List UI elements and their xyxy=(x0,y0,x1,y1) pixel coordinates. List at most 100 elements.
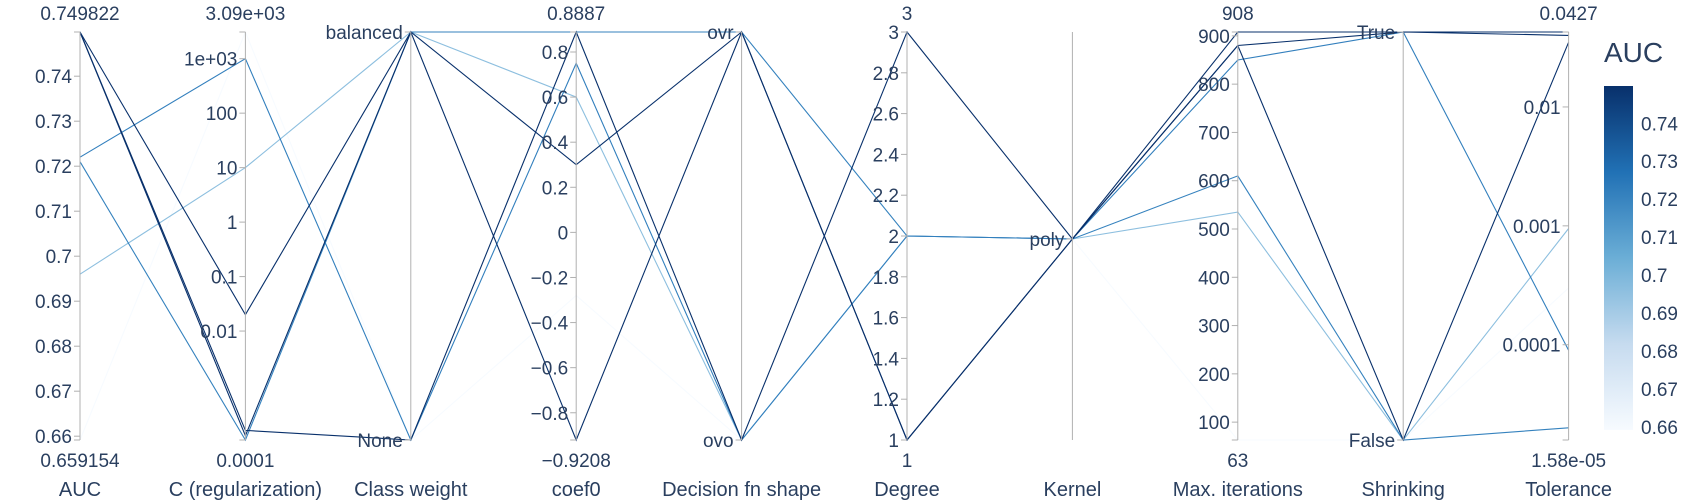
colorbar: AUC 0.74 0.73 0.72 0.71 0.7 0.69 0.68 0.67 0.66 xyxy=(1604,37,1678,439)
range-max-label: 3.09e+03 xyxy=(206,4,286,25)
tick-label: 0.69 xyxy=(35,292,72,313)
axis-class_weight: Class weight None balanced xyxy=(326,23,468,500)
range-min-label: 1 xyxy=(902,451,913,472)
colorbar-tick-label: 0.71 xyxy=(1641,228,1678,249)
tick-label: 1 xyxy=(227,213,238,234)
tick-label: 0.0001 xyxy=(1502,336,1560,357)
tick-label: 1 xyxy=(888,431,899,452)
colorbar-title: AUC xyxy=(1604,37,1663,68)
range-min-label: 63 xyxy=(1227,451,1248,472)
tick-label: 300 xyxy=(1198,317,1230,338)
tick-label: −0.4 xyxy=(531,314,569,335)
tick-label: 0.6 xyxy=(542,88,568,109)
range-max-label: 3 xyxy=(902,4,913,25)
tick-label: True xyxy=(1357,23,1395,44)
axis-title: Max. iterations xyxy=(1173,479,1303,500)
tick-label: −0.6 xyxy=(531,359,569,380)
axes: AUC 0.74 0.73 0.72 0.71 0.7 0.69 0.68 0.67 0.66 0.… xyxy=(35,4,1612,500)
axis-title: Degree xyxy=(874,479,940,500)
axis-c: C (regularization) 1e+03 100 10 1 0.1 0.01 3.09… xyxy=(169,4,322,500)
tick-label: 0.7 xyxy=(46,247,72,268)
axis-title: Shrinking xyxy=(1362,479,1445,500)
axis-coef0: coef0 0.8 0.6 0.4 0.2 0 −0.2 −0.4 −0.6 −0.8 0.8887… xyxy=(531,4,611,500)
tick-label: ovr xyxy=(707,23,734,44)
trial-line xyxy=(79,30,1570,442)
axis-title: Decision fn shape xyxy=(662,479,821,500)
axis-title: AUC xyxy=(59,479,101,500)
range-min-label: 0.659154 xyxy=(40,451,120,472)
tick-label: 10 xyxy=(216,159,237,180)
tick-label: 0.8 xyxy=(542,43,568,64)
tick-label: 1.2 xyxy=(873,390,899,411)
tick-label: 500 xyxy=(1198,220,1230,241)
axis-dfs: Decision fn shape ovo ovr xyxy=(662,23,821,500)
axis-tol: Tolerance 0.01 0.001 0.0001 0.0427 1.58e-05 xyxy=(1502,4,1611,500)
tick-label: 600 xyxy=(1198,172,1230,193)
axis-shrinking: Shrinking False True xyxy=(1349,23,1445,500)
range-min-label: 1.58e-05 xyxy=(1531,451,1606,472)
tick-label: 0.4 xyxy=(542,133,569,154)
range-min-label: 0.0001 xyxy=(216,451,274,472)
axis-title: Class weight xyxy=(354,479,468,500)
tick-label: None xyxy=(357,431,402,452)
tick-label: 1.6 xyxy=(873,309,899,330)
colorbar-tick-label: 0.72 xyxy=(1641,190,1678,211)
tick-label: 0.01 xyxy=(200,322,237,343)
tick-label: 1.8 xyxy=(873,268,899,289)
axis-max_iter: Max. iterations 900 800 700 600 500 400 300 200 1… xyxy=(1173,4,1303,500)
tick-label: −0.2 xyxy=(531,268,569,289)
range-max-label: 0.0427 xyxy=(1540,4,1598,25)
trial-line xyxy=(79,31,1570,442)
tick-label: 3 xyxy=(888,23,899,44)
tick-label: 700 xyxy=(1198,123,1230,144)
tick-label: 0.74 xyxy=(35,67,72,88)
tick-label: 0.73 xyxy=(35,112,72,133)
colorbar-tick-label: 0.74 xyxy=(1641,114,1678,135)
tick-label: 0.66 xyxy=(35,427,72,448)
tick-label: 0.001 xyxy=(1513,217,1561,238)
trial-lines xyxy=(79,30,1570,442)
tick-label: balanced xyxy=(326,23,403,44)
tick-label: 1e+03 xyxy=(184,50,237,71)
colorbar-tick-label: 0.7 xyxy=(1641,266,1667,287)
axis-title: Kernel xyxy=(1043,479,1101,500)
range-max-label: 908 xyxy=(1222,4,1254,25)
tick-label: 2 xyxy=(888,227,899,248)
tick-label: 100 xyxy=(206,104,238,125)
colorbar-tick-label: 0.73 xyxy=(1641,152,1678,173)
tick-label: 0.67 xyxy=(35,382,72,403)
trial-line xyxy=(79,31,1569,442)
tick-label: False xyxy=(1349,431,1395,452)
tick-label: 0.01 xyxy=(1524,98,1561,119)
tick-label: −0.8 xyxy=(531,404,569,425)
colorbar-tick-label: 0.67 xyxy=(1641,380,1678,401)
axis-auc: AUC 0.74 0.73 0.72 0.71 0.7 0.69 0.68 0.67 0.66 0.… xyxy=(35,4,120,500)
colorbar-tick-label: 0.66 xyxy=(1641,418,1678,439)
tick-label: 900 xyxy=(1198,27,1230,48)
axis-kernel: Kernel poly xyxy=(1030,32,1101,500)
tick-label: 0.72 xyxy=(35,157,72,178)
tick-label: 200 xyxy=(1198,365,1230,386)
range-max-label: 0.8887 xyxy=(547,4,605,25)
tick-label: 0.1 xyxy=(211,268,237,289)
tick-label: 2.2 xyxy=(873,186,899,207)
tick-label: 0 xyxy=(558,223,569,244)
axis-title: Tolerance xyxy=(1525,479,1612,500)
tick-label: 0.2 xyxy=(542,178,568,199)
axis-degree: Degree 3 2.8 2.6 2.4 2.2 2 1.8 1.6 1.4 1.2 1 3 1 xyxy=(873,4,940,500)
tick-label: 0.68 xyxy=(35,337,72,358)
tick-label: 100 xyxy=(1198,413,1230,434)
tick-label: 0.71 xyxy=(35,202,72,223)
tick-label: 2.6 xyxy=(873,105,899,126)
tick-label: 400 xyxy=(1198,268,1230,289)
tick-label: ovo xyxy=(703,431,734,452)
tick-label: 800 xyxy=(1198,75,1230,96)
tick-label: 2.4 xyxy=(873,145,900,166)
tick-label: 1.4 xyxy=(873,349,900,370)
axis-title: coef0 xyxy=(552,479,601,500)
tick-label: poly xyxy=(1030,230,1065,251)
colorbar-tick-label: 0.69 xyxy=(1641,304,1678,325)
axis-title: C (regularization) xyxy=(169,479,322,500)
tick-label: 2.8 xyxy=(873,64,899,85)
